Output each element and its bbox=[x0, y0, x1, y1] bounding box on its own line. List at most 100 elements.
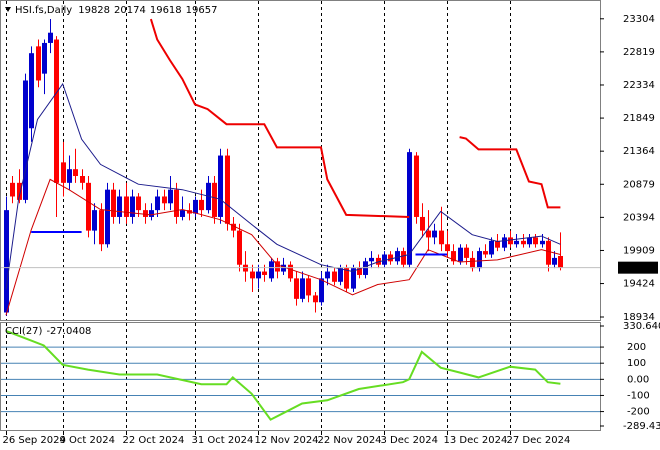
candle-body bbox=[36, 46, 41, 81]
x-tick-label: 31 Oct 2024 bbox=[192, 435, 254, 446]
candle-body bbox=[250, 271, 255, 279]
high-value: 20174 bbox=[114, 5, 146, 16]
candle-body bbox=[10, 182, 15, 197]
candle-body bbox=[439, 230, 444, 245]
x-tick-label: 9 Oct 2024 bbox=[60, 435, 115, 446]
candle-body bbox=[477, 251, 482, 269]
y-tick-label: 19909 bbox=[623, 245, 655, 256]
candle-body bbox=[426, 230, 431, 238]
x-tick-label: 22 Nov 2024 bbox=[318, 435, 382, 446]
low-value: 19618 bbox=[150, 5, 182, 16]
candle-body bbox=[225, 155, 230, 224]
candle-body bbox=[502, 237, 507, 248]
cci-tick-label: -289.4334 bbox=[623, 421, 660, 432]
indicator-line bbox=[31, 231, 447, 256]
x-tick-label: 13 Dec 2024 bbox=[444, 435, 508, 446]
candle-body bbox=[92, 210, 97, 231]
candle-body bbox=[54, 39, 59, 183]
y-tick-label: 18934 bbox=[623, 312, 655, 323]
candle-body bbox=[48, 32, 53, 43]
candle-body bbox=[300, 278, 305, 299]
candle-body bbox=[4, 210, 9, 313]
candle-body bbox=[401, 251, 406, 265]
candle-body bbox=[451, 251, 456, 262]
candle-body bbox=[407, 152, 412, 265]
candle-body bbox=[388, 254, 393, 262]
candle-body bbox=[269, 261, 274, 279]
symbol: HSI.fs,Daily bbox=[15, 5, 72, 16]
x-tick-label: 12 Nov 2024 bbox=[255, 435, 319, 446]
y-tick-label: 23304 bbox=[623, 14, 655, 25]
x-tick-label: 26 Sep 2024 bbox=[3, 435, 66, 446]
y-tick-label: 21364 bbox=[623, 146, 655, 157]
cci-tick-label: 330.6408 bbox=[623, 321, 660, 332]
y-tick-label: 20879 bbox=[623, 179, 655, 190]
candle-body bbox=[67, 169, 72, 183]
cci-tick-label: 200 bbox=[627, 342, 646, 353]
y-tick-label: 21849 bbox=[623, 113, 655, 124]
candle-body bbox=[319, 278, 324, 303]
candle-body bbox=[558, 255, 563, 268]
candle-body bbox=[61, 162, 66, 183]
candle-body bbox=[527, 237, 532, 245]
candle-body bbox=[338, 268, 343, 282]
candle-body bbox=[508, 237, 513, 245]
candle-body bbox=[546, 240, 551, 265]
open-value: 19828 bbox=[78, 5, 110, 16]
candle-body bbox=[464, 247, 469, 258]
candle-body bbox=[294, 278, 299, 299]
header: HSI.fs,Daily 19828 20174 19618 19657 CCI(27)… bbox=[5, 5, 217, 337]
candle-body bbox=[29, 53, 34, 129]
candle-body bbox=[483, 251, 488, 255]
main-panel bbox=[0, 0, 601, 321]
candle-body bbox=[149, 210, 154, 217]
candle-body bbox=[136, 196, 141, 211]
y-tick-label: 20394 bbox=[623, 212, 655, 223]
candle-body bbox=[369, 257, 374, 262]
cci-tick-label: -100 bbox=[627, 390, 650, 401]
candle-body bbox=[533, 237, 538, 245]
candle-body bbox=[162, 196, 167, 204]
candle-body bbox=[521, 240, 526, 245]
header-text: HSI.fs,Daily 19828 20174 19618 19657 bbox=[15, 5, 217, 16]
candle-body bbox=[117, 196, 122, 217]
candle-body bbox=[445, 244, 450, 252]
candle-body bbox=[17, 182, 22, 200]
candle-body bbox=[174, 189, 179, 217]
candle-body bbox=[168, 189, 173, 204]
candle-body bbox=[325, 271, 330, 279]
candle-body bbox=[23, 80, 28, 200]
candle-body bbox=[514, 240, 519, 245]
candle-body bbox=[42, 42, 47, 74]
y-tick-label: 22334 bbox=[623, 80, 655, 91]
candle-body bbox=[193, 199, 198, 214]
candle-body bbox=[495, 240, 500, 248]
candle-body bbox=[288, 264, 293, 279]
candle-body bbox=[105, 189, 110, 245]
candle-body bbox=[306, 278, 311, 296]
cci-tick-label: 0.00 bbox=[627, 374, 649, 385]
price-tag bbox=[618, 261, 658, 274]
cci-value: -27.0408 bbox=[46, 326, 91, 337]
indicator-line bbox=[5, 178, 561, 316]
cci-tick-label: 100 bbox=[627, 358, 646, 369]
candle-body bbox=[489, 240, 494, 255]
candle-body bbox=[458, 247, 463, 262]
cci-tick-label: -200 bbox=[627, 407, 650, 418]
candle-body bbox=[256, 271, 261, 279]
cci-header: CCI(27) -27.0408 bbox=[5, 326, 91, 337]
candle-body bbox=[124, 196, 129, 217]
candle-body bbox=[313, 295, 318, 303]
candle-body bbox=[199, 199, 204, 211]
candle-body bbox=[420, 216, 425, 231]
y-tick-label: 22819 bbox=[623, 47, 655, 58]
candle-body bbox=[540, 240, 545, 245]
y-tick-label: 19424 bbox=[623, 279, 655, 290]
candle-body bbox=[180, 210, 185, 217]
candle-body bbox=[237, 230, 242, 265]
candle-body bbox=[143, 210, 148, 217]
candle-body bbox=[262, 271, 267, 275]
candle-body bbox=[86, 182, 91, 231]
cci-line bbox=[5, 329, 561, 421]
